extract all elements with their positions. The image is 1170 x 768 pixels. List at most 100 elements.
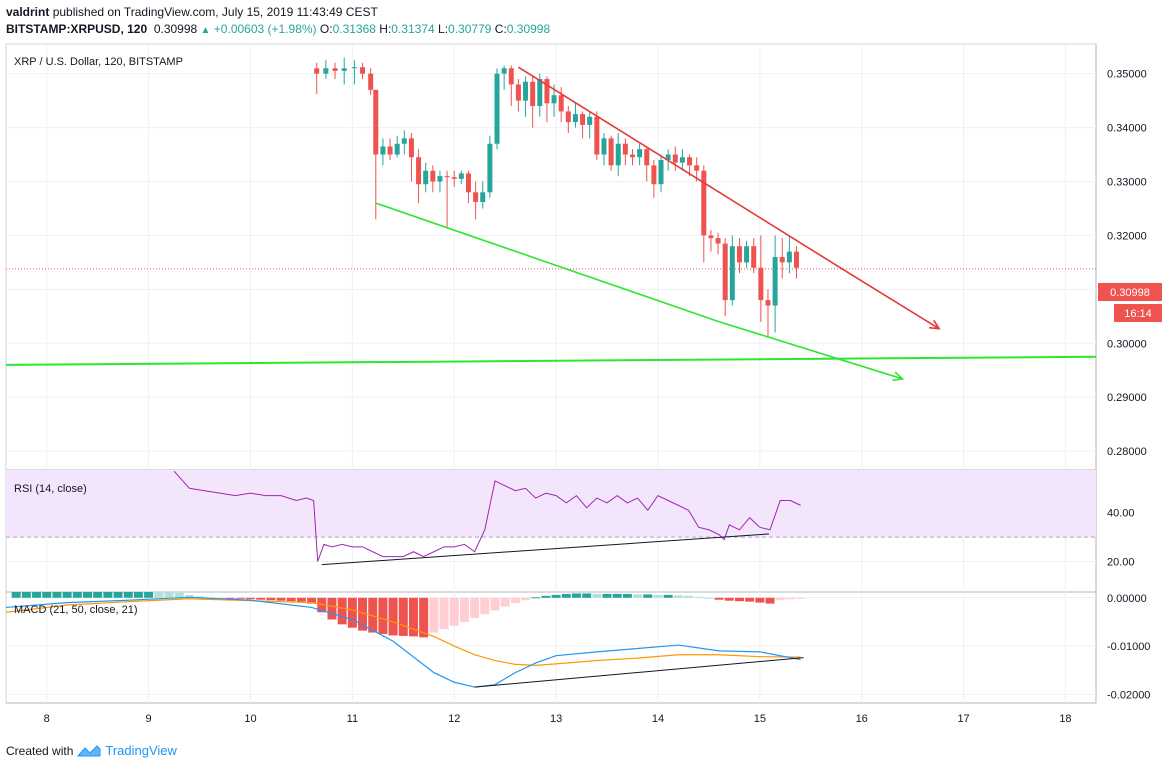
rsi-band [6,470,1096,538]
macd-histogram-bar [82,592,92,598]
candle-body [437,176,443,182]
macd-histogram-bar [470,597,480,619]
macd-histogram-bar [72,592,82,598]
macd-histogram-bar [276,597,286,601]
macd-histogram-bar [490,597,500,611]
last-price-tag: 0.30998 [1110,287,1150,299]
candle-body [314,68,320,74]
candle-body [360,67,366,74]
candle-body [786,251,792,263]
macd-histogram-bar [439,597,449,630]
rsi-divergence-line [321,533,770,566]
macd-histogram-bar [612,593,622,598]
macd-histogram-bar [653,594,663,598]
high-label: H: [379,22,392,36]
candle-body [565,111,571,123]
macd-histogram-bar [785,597,795,600]
macd-histogram-bar [21,592,31,598]
candle-body [644,149,650,166]
macd-histogram-bar [684,595,694,598]
x-tick-label: 12 [448,713,460,725]
publish-line: valdrint published on TradingView.com, J… [6,5,378,19]
macd-histogram-bar [245,597,255,600]
wedge-support-arrow-shaft [718,320,903,380]
macd-histogram-bar [52,592,62,598]
macd-histogram-bar [133,592,143,598]
rsi-line [173,470,801,562]
macd-histogram-bar [32,592,42,598]
candle-body [394,143,400,155]
macd-histogram-bar [286,597,296,602]
macd-histogram-bar [195,596,205,598]
macd-histogram-bar [510,597,520,604]
macd-histogram-bar [327,597,337,620]
candle-body [701,170,707,236]
macd-histogram-bar [714,597,724,600]
x-tick-label: 16 [856,713,868,725]
candle-body [451,177,457,179]
macd-histogram-bar [225,597,235,599]
macd-histogram-bar [775,597,785,601]
price-pane-title: XRP / U.S. Dollar, 120, BITSTAMP [14,56,183,68]
author-name[interactable]: valdrint [6,5,50,19]
tradingview-logo-icon [77,744,101,756]
macd-histogram-bar [582,593,592,598]
candle-body [458,173,464,179]
candle-body [494,73,500,144]
candle-body [323,68,329,74]
macd-histogram-bar [724,597,734,601]
macd-histogram-bar [11,592,21,598]
macd-line [6,596,801,688]
macd-histogram-bar [745,597,755,602]
resistance-trendline [517,66,847,273]
macd-histogram-bar [694,596,704,598]
candle-body [558,95,564,112]
candle-body [537,79,543,107]
candle-body [587,116,593,125]
candle-body [387,146,393,155]
macd-histogram-bar [93,592,103,598]
bar-countdown: 16:14 [1124,308,1152,320]
macd-histogram-bar [541,595,551,598]
rsi-group [6,470,1096,566]
y-tick-label: 40.00 [1107,508,1135,520]
candle-body [622,143,628,155]
close-value: 0.30998 [506,22,551,36]
macd-histogram-bar [154,592,164,598]
macd-histogram-bar [164,592,174,598]
macd-histogram-bar [602,593,612,598]
macd-histogram-bar [704,597,714,599]
macd-histogram-bar [500,597,510,607]
candle-body [665,154,671,160]
x-tick-label: 13 [550,713,562,725]
candle-body [722,243,728,301]
macd-histogram-bar [592,593,602,598]
created-with-text: Created with [6,743,74,758]
candle-body [779,257,785,263]
macd-histogram-bar [643,594,653,598]
candle-body [423,170,429,185]
high-value: 0.31374 [391,22,435,36]
candle-body [368,73,374,90]
y-tick-label: 0.28000 [1107,446,1147,458]
macd-histogram-bar [734,597,744,602]
macd-histogram-bar [388,597,398,636]
y-tick-label: 0.30000 [1107,338,1147,350]
macd-divergence-line [474,657,804,688]
macd-histogram-bar [429,597,439,633]
y-tick-label: -0.02000 [1107,689,1150,701]
low-label: L: [438,22,449,36]
macd-histogram-bar [184,594,194,598]
y-tick-label: 0.35000 [1107,69,1147,81]
macd-histogram-bar [347,597,357,628]
candle-body [715,238,721,244]
tradingview-brand[interactable]: TradingView [105,743,177,758]
y-tick-label: 0.33000 [1107,177,1147,189]
candle-body [687,157,693,166]
candle-body [430,170,436,182]
macd-histogram-bar [358,597,368,631]
macd-histogram-bar [103,592,113,598]
macd-histogram-bar [633,594,643,598]
candle-body [551,95,557,104]
